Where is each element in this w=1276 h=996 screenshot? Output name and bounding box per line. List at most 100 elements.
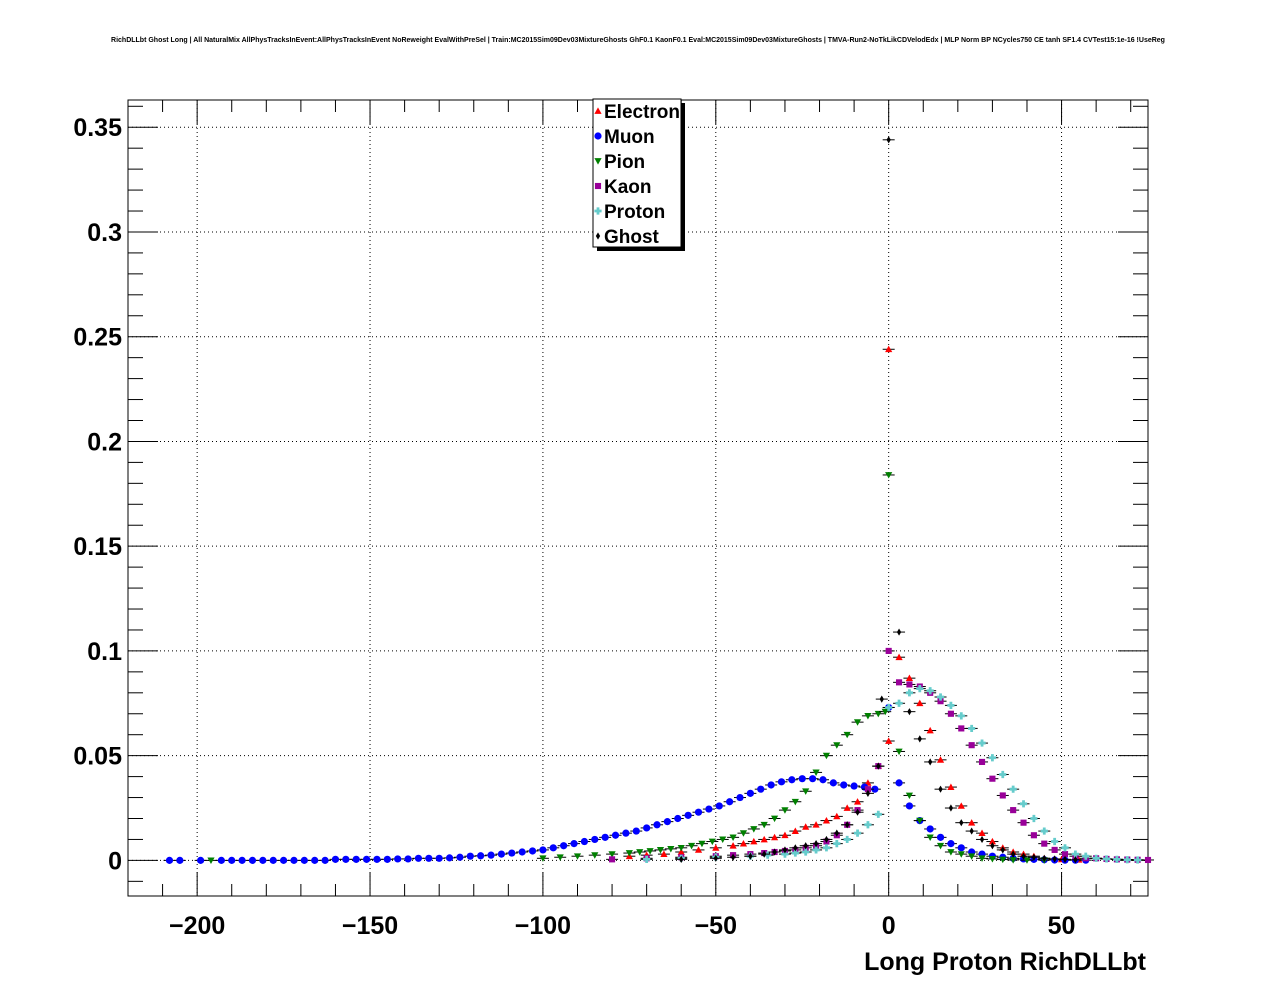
data-point (829, 779, 837, 787)
data-point (958, 725, 965, 732)
data-point (957, 844, 965, 852)
data-point (435, 854, 443, 862)
data-point (978, 829, 986, 837)
data-point (1051, 846, 1058, 853)
data-point (466, 852, 474, 860)
data-point (782, 846, 788, 854)
data-point (850, 782, 858, 790)
data-point (885, 647, 892, 654)
data-point (802, 848, 810, 856)
data-point (905, 689, 914, 697)
data-point (730, 853, 736, 861)
data-point (979, 835, 985, 844)
data-point (687, 842, 696, 850)
x-tick-label: 50 (1048, 912, 1076, 940)
data-point (608, 851, 616, 858)
data-point (414, 854, 423, 862)
data-point (667, 845, 675, 853)
data-point (885, 737, 893, 744)
data-point (508, 849, 516, 857)
data-point (936, 833, 945, 841)
data-point (632, 827, 640, 835)
data-point (1009, 857, 1017, 864)
chart-title: RichDLLbt Ghost Long | All NaturalMix Al… (111, 37, 1165, 44)
x-tick-label: −100 (515, 912, 571, 940)
data-point (803, 842, 808, 850)
data-point (1144, 856, 1152, 864)
data-point (674, 814, 682, 823)
data-point (207, 857, 215, 864)
x-tick-label: 0 (882, 912, 896, 940)
data-point (874, 810, 882, 818)
data-point (748, 852, 753, 860)
data-point (968, 853, 976, 860)
data-point (636, 849, 644, 856)
data-point (591, 852, 599, 859)
data-point (781, 850, 789, 858)
data-point (684, 811, 692, 819)
data-point (989, 775, 996, 782)
data-point (988, 856, 997, 863)
y-tick-label: 0.35 (73, 114, 122, 142)
data-point (791, 849, 799, 857)
data-point (968, 724, 976, 733)
data-point (573, 853, 582, 860)
data-point (936, 693, 945, 701)
data-point (528, 847, 537, 855)
y-tick-label: 0.15 (73, 533, 122, 561)
data-point (1000, 846, 1005, 854)
data-point (926, 687, 934, 695)
data-point (1102, 855, 1111, 863)
data-point (1113, 855, 1121, 863)
data-point (1031, 853, 1037, 861)
ticks-layer: −200 −150 −100 −50 0 50 0 0.05 0.1 0.15 0.2 0.25 0.3… (73, 100, 1148, 940)
data-point (1123, 856, 1131, 864)
data-point (1092, 854, 1100, 862)
data-point (609, 856, 616, 863)
data-point (1042, 854, 1047, 862)
data-point (885, 703, 893, 712)
data-point (705, 805, 713, 813)
data-point (833, 742, 841, 749)
data-point (477, 852, 485, 860)
data-point (874, 710, 882, 718)
data-point (968, 819, 976, 826)
data-point (1061, 844, 1069, 852)
data-point (895, 679, 903, 686)
data-point (694, 808, 703, 816)
data-point (425, 854, 433, 862)
data-point (864, 712, 872, 720)
data-point (834, 829, 839, 837)
data-point (757, 785, 765, 793)
data-point (926, 834, 934, 841)
data-point (833, 812, 841, 820)
data-point (729, 842, 737, 849)
y-tick-label: 0 (108, 847, 122, 875)
data-point (383, 855, 391, 863)
data-point (539, 846, 547, 854)
data-point (906, 681, 913, 688)
data-point (822, 816, 831, 824)
x-tick-label: −150 (342, 912, 398, 940)
legend-marker (594, 207, 602, 215)
data-point (1051, 837, 1059, 846)
data-point (819, 776, 827, 784)
data-point (352, 855, 360, 863)
legend-marker (594, 107, 602, 114)
data-point (885, 345, 893, 353)
data-point (591, 835, 599, 844)
data-point (1134, 856, 1142, 864)
data-point (663, 818, 671, 826)
points-layer (163, 136, 1154, 864)
data-point (896, 628, 902, 636)
data-point (394, 855, 402, 863)
data-point (1023, 857, 1031, 864)
grid-layer (128, 100, 1148, 896)
data-point (938, 785, 943, 793)
data-point (736, 793, 744, 802)
data-point (947, 701, 955, 709)
data-point (643, 824, 651, 832)
data-point (999, 792, 1006, 799)
data-point (698, 840, 706, 848)
legend-label: Ghost (604, 227, 660, 248)
